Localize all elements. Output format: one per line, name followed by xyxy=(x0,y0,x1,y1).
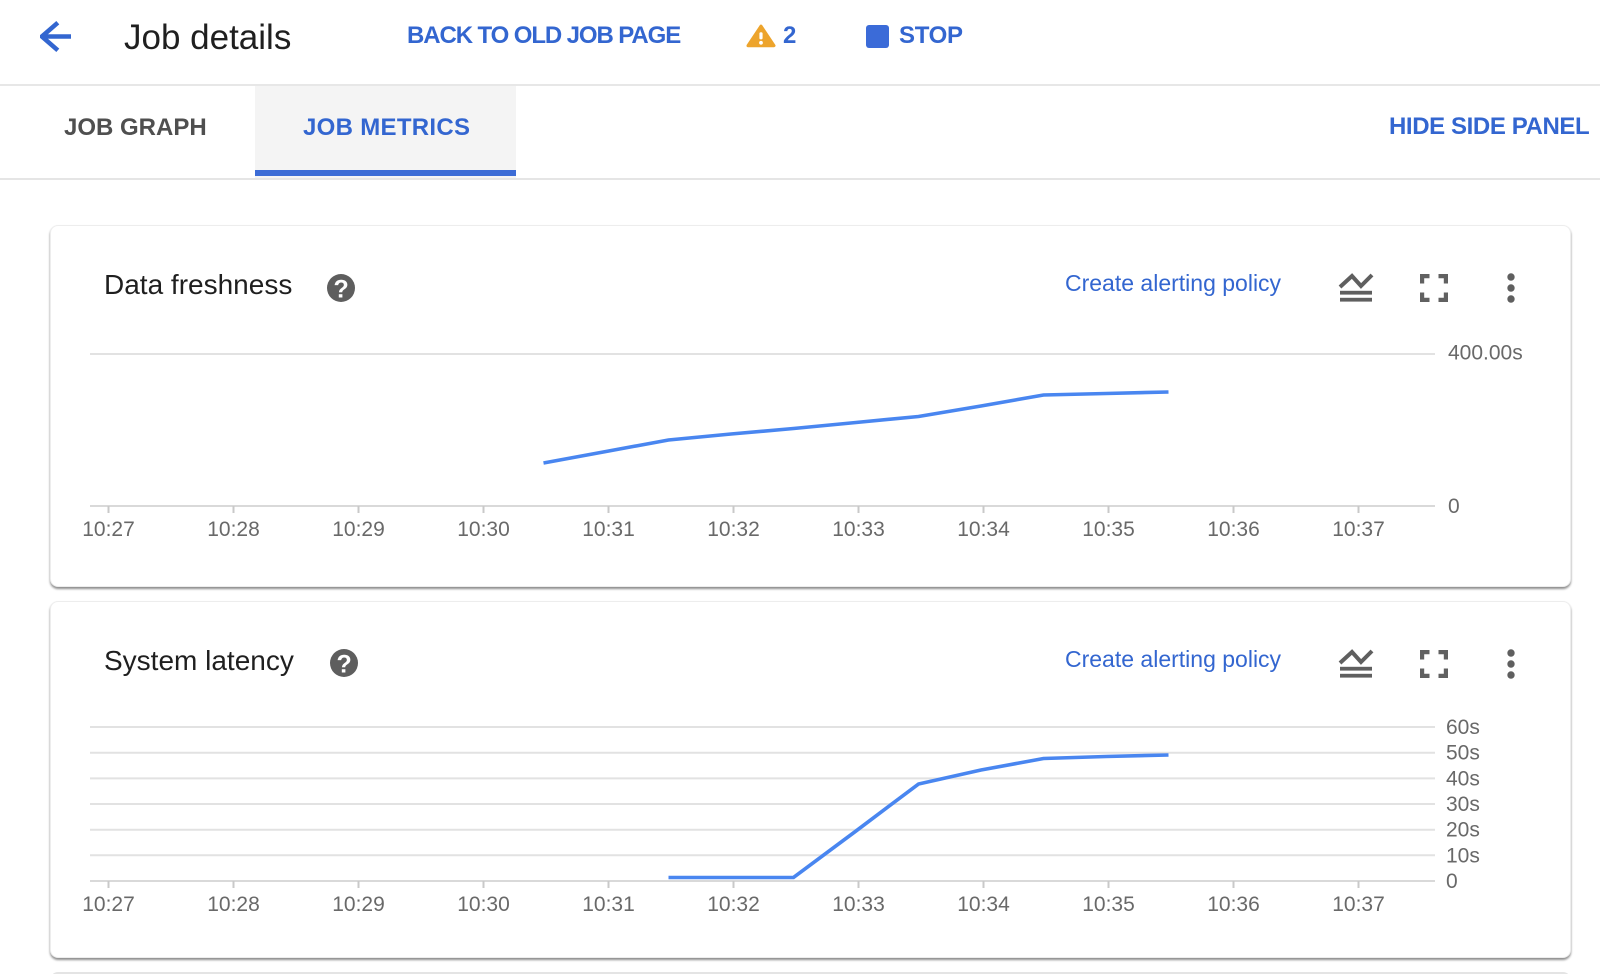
svg-text:10:30: 10:30 xyxy=(457,518,510,541)
svg-text:10:31: 10:31 xyxy=(582,518,635,541)
svg-text:10:37: 10:37 xyxy=(1332,893,1385,916)
svg-text:10:28: 10:28 xyxy=(207,518,260,541)
svg-text:10:35: 10:35 xyxy=(1082,893,1135,916)
svg-text:10s: 10s xyxy=(1446,844,1480,867)
svg-text:10:32: 10:32 xyxy=(707,893,760,916)
svg-text:10:33: 10:33 xyxy=(832,893,885,916)
svg-text:20s: 20s xyxy=(1446,819,1480,842)
svg-text:?: ? xyxy=(337,651,352,677)
svg-text:60s: 60s xyxy=(1446,716,1480,739)
svg-text:10:37: 10:37 xyxy=(1332,518,1385,541)
svg-text:10:31: 10:31 xyxy=(582,893,635,916)
svg-text:40s: 40s xyxy=(1446,767,1480,790)
svg-text:10:29: 10:29 xyxy=(332,893,385,916)
svg-text:10:28: 10:28 xyxy=(207,893,260,916)
svg-text:10:33: 10:33 xyxy=(832,518,885,541)
svg-text:10:32: 10:32 xyxy=(707,518,760,541)
svg-text:400.00s: 400.00s xyxy=(1448,342,1523,365)
svg-text:10:30: 10:30 xyxy=(457,893,510,916)
svg-text:10:36: 10:36 xyxy=(1207,893,1260,916)
svg-text:10:27: 10:27 xyxy=(82,518,135,541)
svg-text:0: 0 xyxy=(1448,495,1460,518)
svg-text:10:36: 10:36 xyxy=(1207,518,1260,541)
svg-text:10:27: 10:27 xyxy=(82,893,135,916)
svg-text:10:35: 10:35 xyxy=(1082,518,1135,541)
svg-text:30s: 30s xyxy=(1446,793,1480,816)
svg-text:10:29: 10:29 xyxy=(332,518,385,541)
svg-text:?: ? xyxy=(334,276,349,302)
svg-text:50s: 50s xyxy=(1446,742,1480,765)
svg-text:0: 0 xyxy=(1446,870,1458,893)
svg-text:10:34: 10:34 xyxy=(957,518,1010,541)
svg-text:10:34: 10:34 xyxy=(957,893,1010,916)
